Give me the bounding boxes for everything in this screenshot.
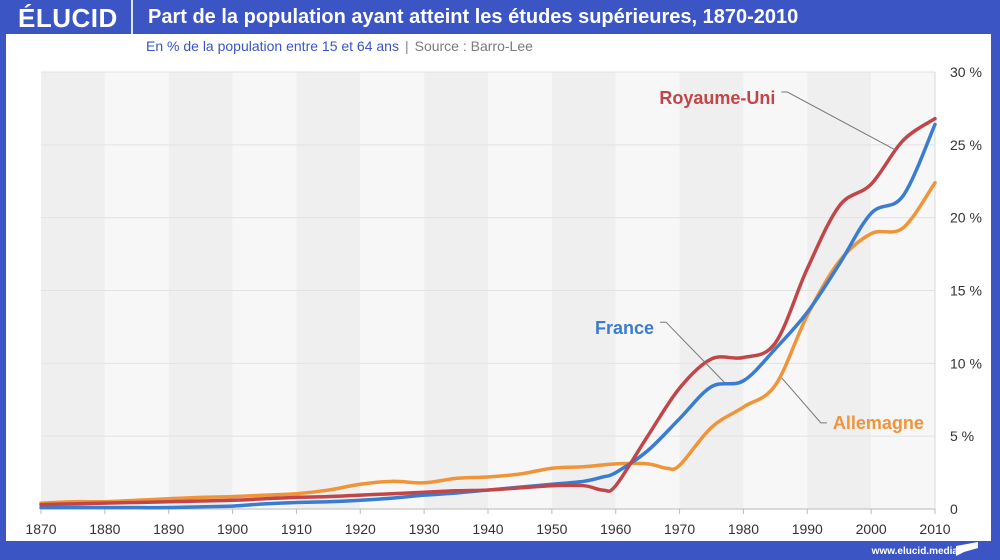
elucid-logo: ÉLUCID [18,3,118,33]
y-tick-label: 30 % [950,64,982,80]
leader-line-allemagne [781,377,827,424]
label-allemagne: Allemagne [833,413,924,433]
annotations: Royaume-Uni France Allemagne [595,88,924,433]
x-tick-label: 1950 [536,521,567,537]
gridlines [41,71,936,509]
y-tick-label: 20 % [950,210,982,226]
x-tick-label: 1960 [600,521,631,537]
label-france: France [595,318,654,338]
chart-title: Part de la population ayant atteint les … [148,6,799,28]
x-tick-label: 1910 [281,521,312,537]
subtitle-text: En % de la population entre 15 et 64 ans [146,38,399,54]
elucid-flag-icon [956,542,978,556]
x-tick-label: 1870 [25,521,56,537]
x-tick-label: 2010 [919,521,950,537]
x-tick-label: 2000 [856,521,887,537]
header-bar: ÉLUCID Part de la population ayant attei… [0,0,1000,36]
chart-subtitle: En % de la population entre 15 et 64 ans… [146,38,533,54]
axes: 0 5 % 10 % 15 % 20 % 25 % 30 % 1870 1880 1890 1900… [25,64,982,537]
x-tick-label: 1930 [409,521,440,537]
x-tick-label: 1890 [153,521,184,537]
y-tick-label: 15 % [950,283,982,299]
y-tick-label: 0 [950,501,958,517]
footer-url[interactable]: www.elucid.media [871,546,958,557]
source-text: Source : Barro-Lee [414,38,533,54]
x-tick-label: 1980 [728,521,759,537]
x-tick-label: 1880 [89,521,120,537]
label-royaume-uni: Royaume-Uni [659,88,775,108]
x-tick-label: 1990 [792,521,823,537]
y-tick-label: 25 % [950,137,982,153]
series-lines [39,116,937,510]
y-tick-label: 5 % [950,428,974,444]
series-line-allemagne [39,180,937,505]
x-tick-label: 1940 [472,521,503,537]
logo-divider [131,0,133,34]
leader-line-france [660,321,725,383]
subtitle-separator: | [404,38,409,54]
x-tick-label: 1920 [345,521,376,537]
series-line-royaume-uni [39,116,937,507]
x-tick-label: 1970 [664,521,695,537]
y-tick-label: 10 % [950,355,982,371]
leader-line-royaume-uni [781,91,897,152]
x-tick-label: 1900 [217,521,248,537]
